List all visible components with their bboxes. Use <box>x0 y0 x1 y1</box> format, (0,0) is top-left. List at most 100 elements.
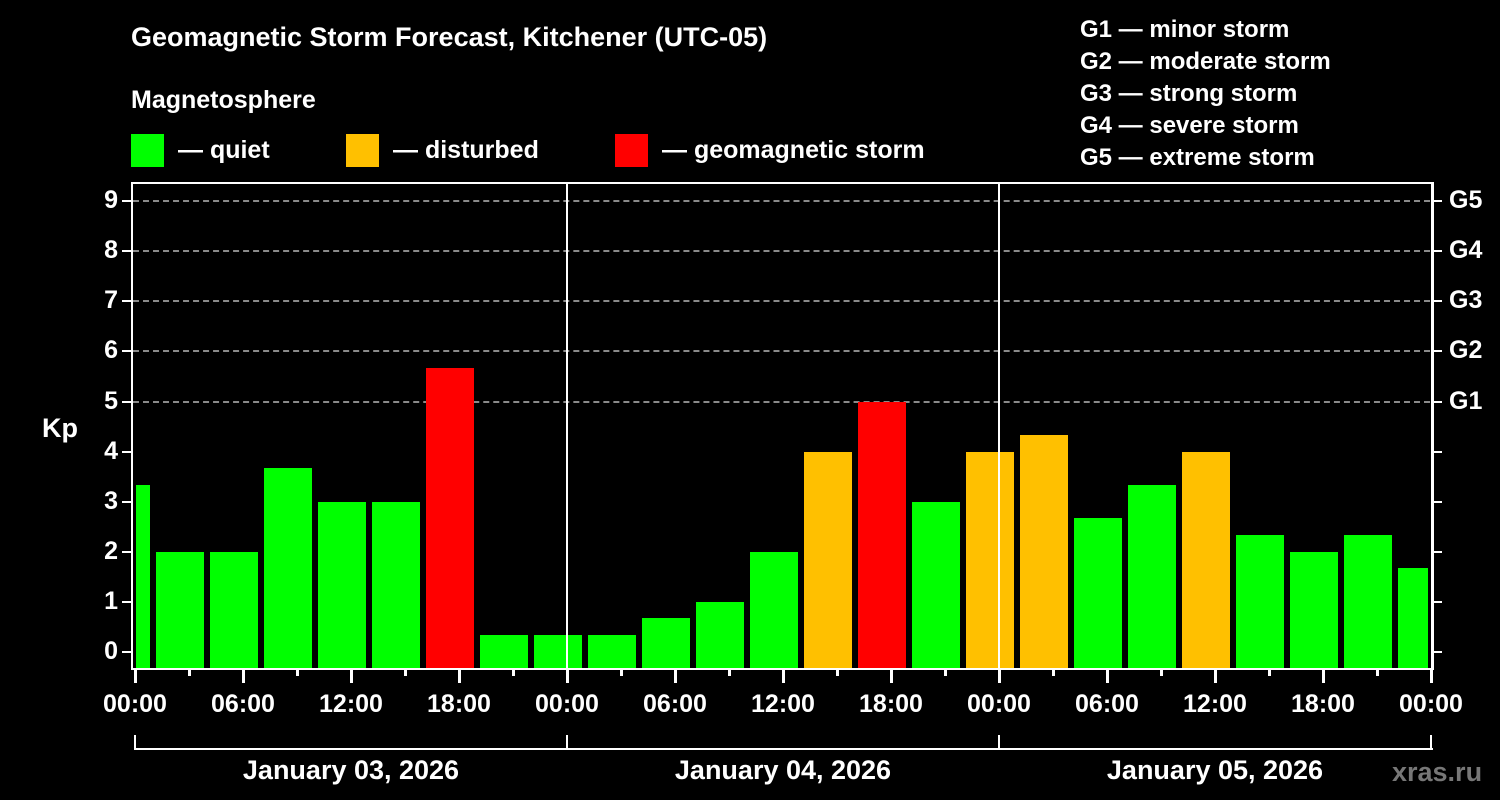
quiet-swatch <box>131 133 164 167</box>
kp-bar <box>1398 568 1428 668</box>
y-tick-right <box>1433 450 1442 453</box>
kp-bar <box>372 501 420 668</box>
kp-bar <box>1074 518 1122 668</box>
y-tick-label: 5 <box>104 386 118 415</box>
x-tick-minor <box>404 668 407 676</box>
legend-storm-label: — geomagnetic storm <box>662 135 925 164</box>
g-level-label: G1 <box>1449 386 1483 415</box>
y-tick-label: 9 <box>104 186 118 215</box>
y-tick-right <box>1433 350 1442 353</box>
day-bracket <box>134 748 1433 750</box>
kp-bar <box>1128 485 1176 668</box>
kp-bar <box>1236 535 1284 668</box>
g-level-label: G3 <box>1449 286 1483 315</box>
y-tick-right <box>1433 250 1442 253</box>
y-tick <box>122 651 131 653</box>
y-tick-label: 6 <box>104 336 118 365</box>
x-tick-major <box>134 668 137 683</box>
kp-bar <box>750 551 798 668</box>
x-tick-minor <box>512 668 515 676</box>
kp-bar <box>966 451 1014 668</box>
y-tick-right <box>1433 200 1442 203</box>
kp-bar <box>136 485 150 668</box>
x-tick-major <box>890 668 893 683</box>
g-scale-item: G3 — strong storm <box>1080 80 1298 107</box>
x-tick-minor <box>728 668 731 676</box>
kp-bar <box>534 635 582 668</box>
g-level-label: G4 <box>1449 236 1483 265</box>
kp-bar <box>642 618 690 668</box>
legend-quiet: — quiet <box>131 133 270 167</box>
x-tick-label: 18:00 <box>859 690 923 718</box>
y-tick-label: 7 <box>104 286 118 315</box>
x-tick-label: 00:00 <box>967 690 1031 718</box>
kp-bar <box>1344 535 1392 668</box>
x-tick-major <box>782 668 785 683</box>
kp-bar <box>804 451 852 668</box>
x-tick-major <box>1214 668 1217 683</box>
x-tick-minor <box>1376 668 1379 676</box>
x-tick-label: 06:00 <box>643 690 707 718</box>
legend-storm: — geomagnetic storm <box>615 133 925 167</box>
x-tick-major <box>1106 668 1109 683</box>
g-scale-item: G5 — extreme storm <box>1080 144 1315 171</box>
x-tick-label: 18:00 <box>427 690 491 718</box>
day-bracket-end <box>134 735 136 750</box>
x-tick-minor <box>296 668 299 676</box>
g-level-label: G2 <box>1449 336 1483 365</box>
gridline <box>133 200 1430 203</box>
y-tick-right <box>1433 651 1442 653</box>
g-scale-legend: G1 — minor storm G2 — moderate storm G3 … <box>1080 14 1331 174</box>
legend-disturbed-label: — disturbed <box>393 135 539 164</box>
kp-bar <box>1020 435 1068 668</box>
x-tick-minor <box>620 668 623 676</box>
x-tick-major <box>242 668 245 683</box>
kp-bar <box>156 551 204 668</box>
y-tick <box>122 400 131 403</box>
y-tick-label: 4 <box>104 436 118 465</box>
x-tick-label: 06:00 <box>1075 690 1139 718</box>
kp-bar <box>588 635 636 668</box>
y-axis-label: Kp <box>42 413 78 443</box>
g-scale-item: G4 — severe storm <box>1080 112 1299 139</box>
x-tick-label: 18:00 <box>1291 690 1355 718</box>
x-tick-label: 00:00 <box>1399 690 1463 718</box>
y-tick-label: 3 <box>104 486 118 515</box>
x-tick-label: 12:00 <box>1183 690 1247 718</box>
kp-bar <box>318 501 366 668</box>
x-tick-minor <box>188 668 191 676</box>
x-tick-label: 12:00 <box>319 690 383 718</box>
y-tick <box>122 450 131 453</box>
x-tick-major <box>1430 668 1433 683</box>
x-tick-minor <box>1268 668 1271 676</box>
gridline <box>133 300 1430 303</box>
x-tick-label: 00:00 <box>535 690 599 718</box>
y-tick-label: 0 <box>104 637 118 665</box>
legend-quiet-label: — quiet <box>178 135 270 164</box>
x-tick-major <box>998 668 1001 683</box>
day-bracket-end <box>998 735 1000 750</box>
day-divider <box>998 182 1000 668</box>
x-tick-minor <box>836 668 839 676</box>
day-bracket-end <box>1430 735 1432 750</box>
kp-bar <box>696 601 744 668</box>
y-tick-right <box>1433 300 1442 303</box>
x-tick-label: 00:00 <box>103 690 167 718</box>
day-bracket-end <box>566 735 568 750</box>
y-tick <box>122 600 131 603</box>
y-tick <box>122 200 131 203</box>
gridline <box>133 250 1430 253</box>
y-tick <box>122 500 131 503</box>
kp-bar <box>1290 551 1338 668</box>
y-tick-label: 8 <box>104 236 118 265</box>
x-tick-major <box>1322 668 1325 683</box>
chart-title: Geomagnetic Storm Forecast, Kitchener (U… <box>131 22 768 52</box>
legend-disturbed: — disturbed <box>346 133 539 167</box>
x-tick-major <box>458 668 461 683</box>
y-tick-label: 1 <box>104 586 118 615</box>
g-scale-item: G2 — moderate storm <box>1080 48 1331 75</box>
y-tick <box>122 300 131 303</box>
g-level-label: G5 <box>1449 186 1483 215</box>
day-divider <box>566 182 568 668</box>
x-tick-minor <box>1052 668 1055 676</box>
